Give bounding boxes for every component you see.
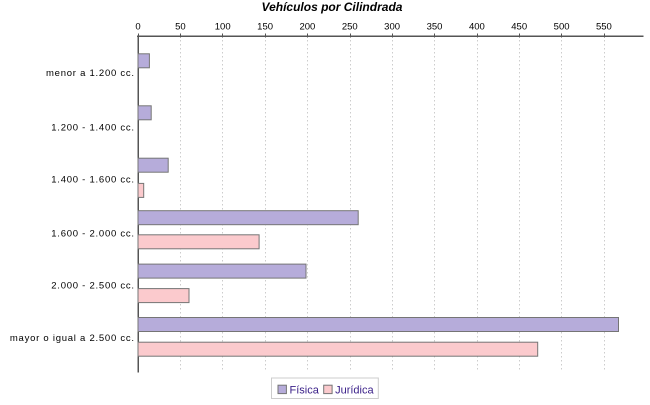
- svg-text:150: 150: [257, 22, 273, 33]
- svg-text:450: 450: [511, 22, 527, 33]
- svg-text:300: 300: [384, 22, 400, 33]
- svg-text:400: 400: [469, 22, 485, 33]
- svg-text:Física: Física: [290, 384, 320, 396]
- svg-text:Jurídica: Jurídica: [335, 384, 374, 396]
- svg-text:50: 50: [175, 22, 186, 33]
- svg-text:1.200 - 1.400 cc.: 1.200 - 1.400 cc.: [51, 123, 135, 134]
- svg-text:100: 100: [215, 22, 231, 33]
- svg-text:250: 250: [342, 22, 358, 33]
- svg-text:0: 0: [135, 22, 140, 33]
- svg-text:2.000 - 2.500 cc.: 2.000 - 2.500 cc.: [51, 281, 135, 292]
- svg-text:200: 200: [299, 22, 315, 33]
- svg-text:350: 350: [427, 22, 443, 33]
- svg-text:500: 500: [554, 22, 570, 33]
- svg-text:1.400 - 1.600 cc.: 1.400 - 1.600 cc.: [51, 175, 135, 186]
- svg-text:mayor o igual a 2.500 cc.: mayor o igual a 2.500 cc.: [10, 333, 135, 344]
- svg-text:550: 550: [596, 22, 612, 33]
- svg-text:1.600 - 2.000 cc.: 1.600 - 2.000 cc.: [51, 229, 135, 240]
- svg-text:Vehículos por Cilindrada: Vehículos por Cilindrada: [262, 0, 403, 14]
- svg-text:menor a 1.200 cc.: menor a 1.200 cc.: [46, 68, 135, 79]
